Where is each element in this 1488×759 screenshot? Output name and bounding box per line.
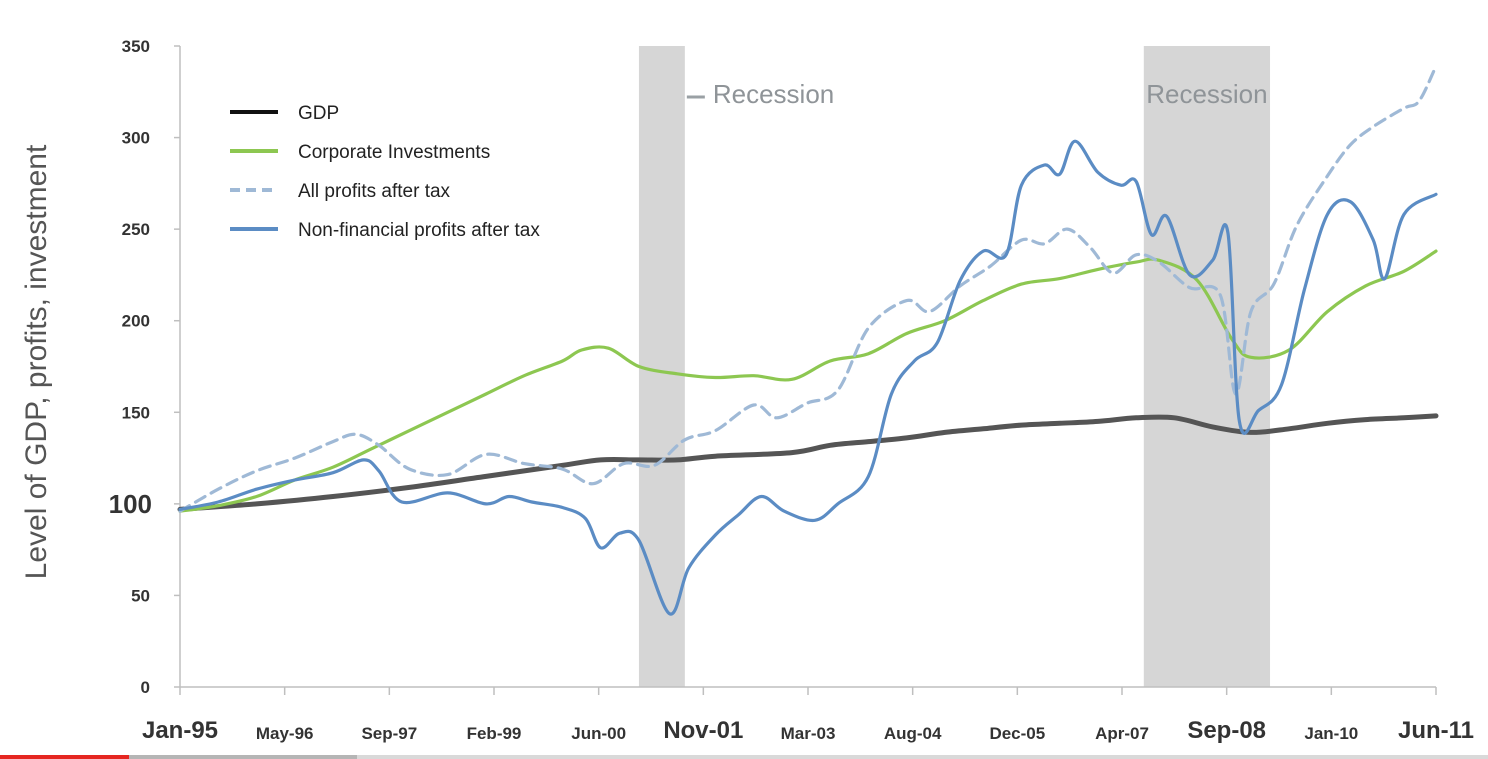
- series-line-all-profits-after-tax: [178, 64, 1438, 513]
- y-tick-label: 300: [122, 129, 150, 148]
- legend-label-1: GDP: [298, 103, 339, 124]
- y-axis-label: Level of GDP, profits, investment: [20, 144, 53, 579]
- legend: GDP Corporate Investments All profits afte…: [230, 103, 540, 241]
- series-lines: [177, 64, 1439, 616]
- x-tick-label: Mar-03: [781, 724, 836, 743]
- x-tick-label: May-96: [256, 724, 314, 743]
- y-tick-label: 100: [109, 489, 152, 519]
- y-tick-label: 50: [131, 586, 150, 605]
- legend-label-3: All profits after tax: [298, 181, 451, 202]
- video-progress-bar[interactable]: [0, 755, 130, 759]
- x-tick-label: Jan-10: [1304, 724, 1358, 743]
- recession-label-1: Recession: [713, 79, 834, 109]
- x-tick-label: Feb-99: [467, 724, 522, 743]
- recession-bands: Recession Recession: [638, 46, 1271, 687]
- x-tick-label: Aug-04: [884, 724, 942, 743]
- x-tick-label: Jan-95: [142, 717, 218, 744]
- y-tick-label: 150: [122, 403, 150, 422]
- x-tick-label: Dec-05: [989, 724, 1045, 743]
- x-tick-label: Apr-07: [1095, 724, 1149, 743]
- video-progress-track[interactable]: [0, 755, 1488, 759]
- recession-band-2: [1143, 46, 1271, 687]
- series-line-gdp: [177, 413, 1439, 512]
- legend-label-2: Corporate Investments: [298, 142, 490, 163]
- x-tick-label: Jun-00: [571, 724, 626, 743]
- series-line-non-financial-profits-after-tax: [178, 139, 1438, 616]
- y-tick-label: 200: [122, 312, 150, 331]
- x-tick-label: Nov-01: [663, 717, 743, 744]
- x-tick-label: Sep-97: [361, 724, 417, 743]
- x-tick-label: Sep-08: [1187, 717, 1266, 744]
- legend-label-4: Non-financial profits after tax: [298, 220, 540, 241]
- recession-band-1: [638, 46, 685, 687]
- x-tick-label: Jun-11: [1398, 717, 1474, 744]
- video-buffer-bar: [0, 755, 358, 759]
- y-tick-label: 0: [141, 678, 150, 697]
- y-tick-label: 350: [122, 37, 150, 56]
- axes: 0 50 100 150 200 250 300 350 Jan-95 May-96 Sep-97 F…: [109, 37, 1474, 744]
- y-tick-label: 250: [122, 220, 150, 239]
- recession-label-2: Recession: [1146, 79, 1267, 109]
